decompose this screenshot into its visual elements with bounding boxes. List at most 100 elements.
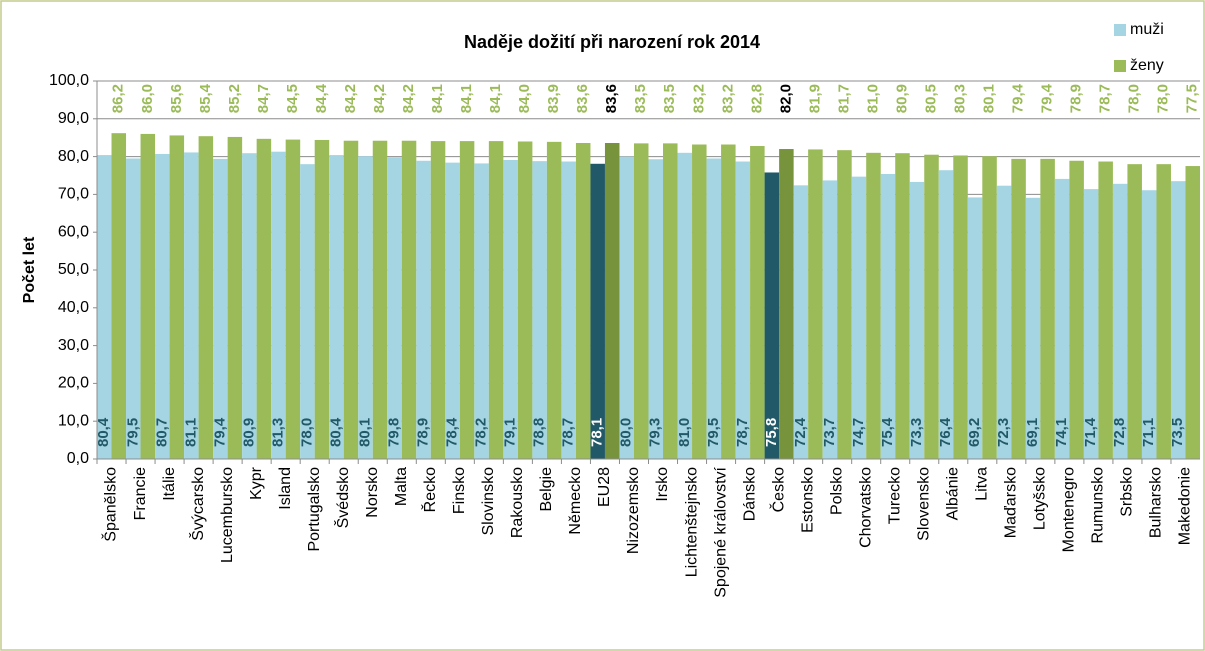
value-label: 79,4 <box>211 417 228 447</box>
bar <box>387 157 402 459</box>
value-label: 78,0 <box>298 418 315 447</box>
x-tick-label: Španělsko <box>101 467 120 542</box>
x-tick-label: Spojené království <box>712 466 729 597</box>
bar <box>895 153 910 459</box>
x-tick-label: Litva <box>974 467 991 501</box>
x-tick-label: Srbsko <box>1119 467 1136 517</box>
bar <box>837 150 852 459</box>
value-label: 84,0 <box>516 84 533 113</box>
bar <box>1025 197 1041 459</box>
bar <box>575 142 591 459</box>
value-label: 83,5 <box>661 84 678 113</box>
x-tick-label: Finsko <box>451 467 468 514</box>
value-label: 75,8 <box>763 418 780 447</box>
bar <box>663 143 678 459</box>
x-tick-label: EU28 <box>596 467 613 507</box>
value-label: 73,7 <box>821 418 838 447</box>
bar <box>822 180 838 459</box>
value-label: 84,7 <box>255 84 272 113</box>
y-tick-label: 70,0 <box>58 186 89 203</box>
x-tick-label: Řecko <box>420 467 439 512</box>
value-label: 81,9 <box>806 84 823 113</box>
bar <box>764 172 780 459</box>
x-tick-label: Nizozemsko <box>625 467 642 554</box>
bar <box>184 152 199 459</box>
value-label: 72,3 <box>995 418 1012 447</box>
value-label: 80,3 <box>952 84 969 113</box>
x-tick-label: Portugalsko <box>306 467 323 552</box>
value-label: 81,3 <box>269 418 286 447</box>
bar <box>938 170 954 459</box>
x-tick-label: Norsko <box>364 467 381 518</box>
value-label: 81,0 <box>864 84 881 113</box>
bar <box>242 153 257 459</box>
value-label: 83,2 <box>690 84 707 113</box>
bar <box>1083 189 1099 459</box>
bar <box>706 158 722 460</box>
value-label: 72,8 <box>1111 418 1128 447</box>
x-tick-label: Česko <box>768 467 787 512</box>
bar <box>851 176 867 459</box>
value-label: 85,4 <box>197 83 214 113</box>
bar <box>314 139 330 459</box>
value-label: 81,0 <box>676 418 693 447</box>
value-label: 85,2 <box>226 84 243 113</box>
bar <box>619 156 634 459</box>
value-label: 78,0 <box>1126 84 1143 113</box>
bar <box>633 143 649 459</box>
bar <box>604 142 620 459</box>
bar <box>1185 166 1200 460</box>
bar <box>1040 158 1055 460</box>
value-label: 79,1 <box>502 418 519 447</box>
bar <box>285 139 301 459</box>
value-label: 75,4 <box>879 417 896 447</box>
legend-label: muži <box>1130 21 1164 38</box>
x-tick-label: Švédsko <box>333 467 352 528</box>
value-label: 78,7 <box>560 418 577 447</box>
chart-title: Naděje dožití při narození rok 2014 <box>464 32 760 52</box>
value-label: 78,4 <box>444 417 461 447</box>
bar <box>256 138 272 460</box>
value-label: 79,3 <box>647 418 664 447</box>
bar <box>358 156 373 460</box>
bar <box>198 136 214 460</box>
value-label: 78,8 <box>531 418 548 447</box>
bar <box>271 151 286 459</box>
value-label: 79,4 <box>1039 83 1056 113</box>
bar <box>329 155 344 459</box>
value-label: 78,1 <box>589 418 606 447</box>
bar <box>474 163 489 460</box>
bar <box>648 159 664 459</box>
x-tick-label: Chorvatsko <box>857 467 874 548</box>
y-tick-label: 50,0 <box>58 261 89 278</box>
bar <box>561 161 576 459</box>
value-label: 81,7 <box>835 84 852 113</box>
value-label: 78,9 <box>1068 84 1085 113</box>
bar <box>445 162 460 459</box>
value-label: 79,5 <box>124 418 141 447</box>
x-tick-label: Bulharsko <box>1148 467 1165 538</box>
value-label: 86,0 <box>139 84 156 113</box>
x-tick-label: Rumunsko <box>1090 467 1107 544</box>
x-tick-label: Lotyšsko <box>1032 467 1049 530</box>
value-label: 69,1 <box>1024 418 1041 447</box>
x-tick-label: Maďarsko <box>1003 467 1020 538</box>
bar <box>967 197 983 459</box>
bar <box>140 133 156 460</box>
value-label: 84,1 <box>429 84 446 113</box>
value-label: 71,4 <box>1082 417 1099 447</box>
bar <box>677 152 693 459</box>
value-label: 78,0 <box>1155 84 1172 113</box>
bar <box>880 173 896 459</box>
value-label: 83,9 <box>545 84 562 113</box>
bar <box>721 144 736 459</box>
bar <box>692 144 707 459</box>
x-tick-label: Irsko <box>654 467 671 502</box>
value-label: 78,7 <box>1097 84 1114 113</box>
value-label: 78,2 <box>473 418 490 447</box>
y-tick-label: 90,0 <box>58 110 89 127</box>
x-tick-label: Lichtenštejnsko <box>683 467 700 577</box>
legend-swatch <box>1114 24 1126 36</box>
bar <box>1112 183 1128 460</box>
